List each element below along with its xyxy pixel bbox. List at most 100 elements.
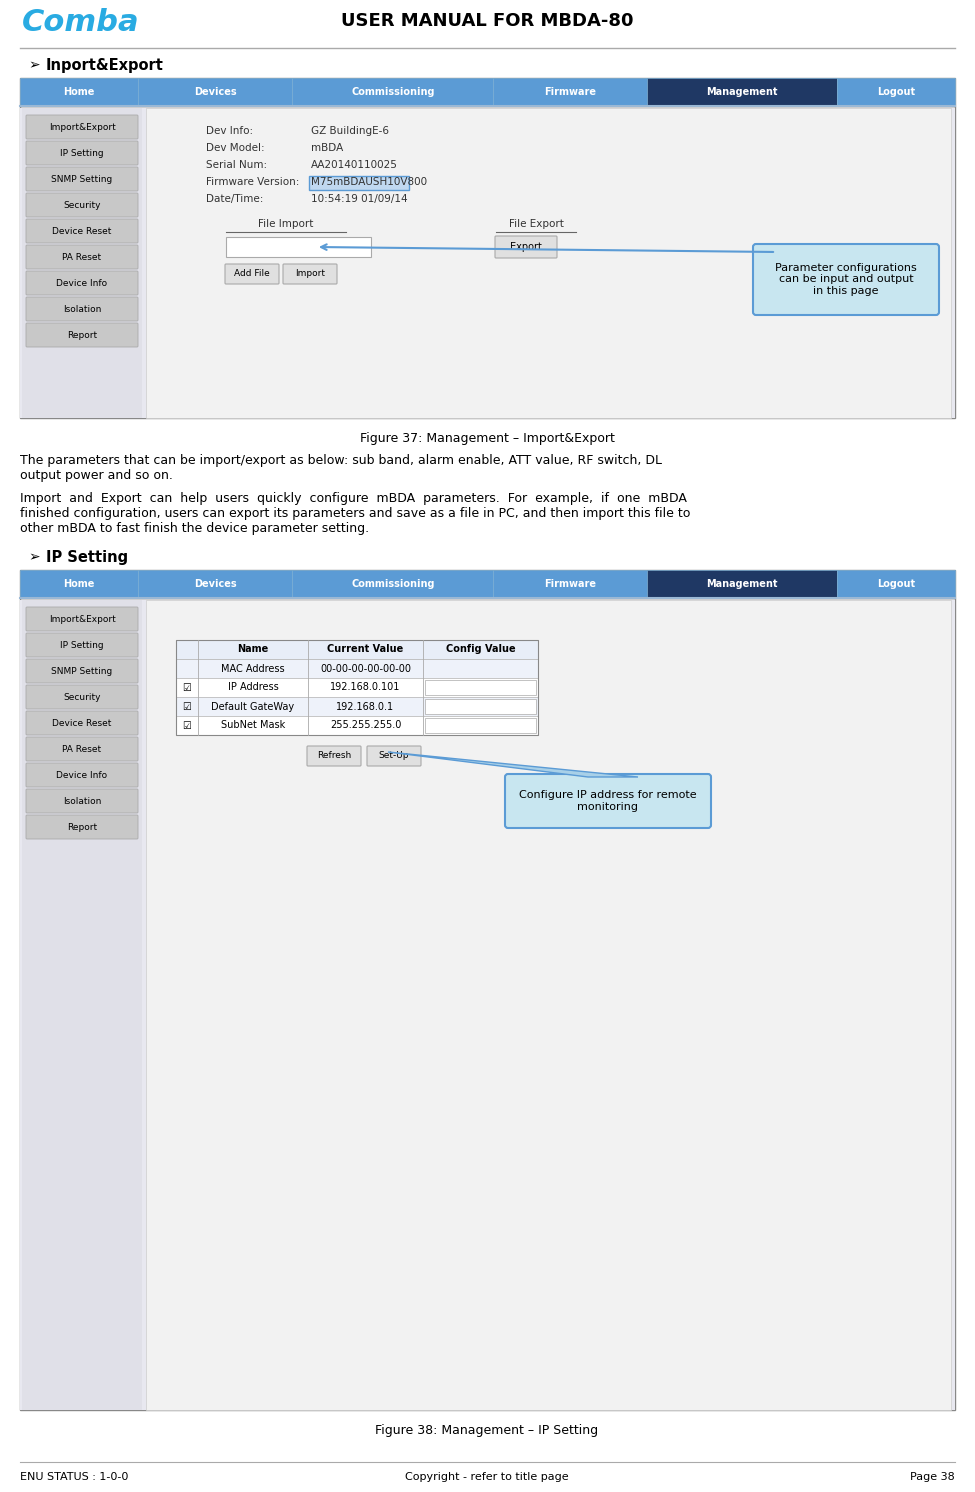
- FancyBboxPatch shape: [425, 718, 536, 733]
- Text: File Export: File Export: [509, 219, 564, 228]
- Text: Set-Up: Set-Up: [378, 752, 410, 761]
- Text: Devices: Devices: [194, 87, 237, 97]
- Text: Isolation: Isolation: [62, 797, 101, 806]
- FancyBboxPatch shape: [26, 659, 138, 683]
- Text: Refresh: Refresh: [317, 752, 351, 761]
- FancyBboxPatch shape: [22, 107, 142, 418]
- Text: Device Info: Device Info: [57, 770, 107, 779]
- FancyBboxPatch shape: [26, 762, 138, 786]
- Text: mBDA: mBDA: [311, 143, 343, 154]
- Text: ☑: ☑: [182, 701, 191, 712]
- Text: ➢: ➢: [28, 551, 40, 564]
- Text: Devices: Devices: [194, 579, 237, 589]
- FancyBboxPatch shape: [26, 737, 138, 761]
- Text: Figure 38: Management – IP Setting: Figure 38: Management – IP Setting: [375, 1423, 599, 1437]
- FancyBboxPatch shape: [837, 78, 955, 106]
- FancyBboxPatch shape: [493, 78, 647, 106]
- Text: GZ BuildingE-6: GZ BuildingE-6: [311, 125, 389, 136]
- Text: Report: Report: [67, 331, 98, 340]
- Text: Report: Report: [67, 822, 98, 831]
- Text: Name: Name: [237, 645, 269, 655]
- Text: Home: Home: [63, 87, 95, 97]
- FancyBboxPatch shape: [26, 115, 138, 139]
- Text: Config Value: Config Value: [446, 645, 516, 655]
- Text: Logout: Logout: [877, 579, 915, 589]
- Text: Logout: Logout: [877, 87, 915, 97]
- FancyBboxPatch shape: [837, 570, 955, 598]
- Text: 10:54:19 01/09/14: 10:54:19 01/09/14: [311, 194, 408, 204]
- FancyBboxPatch shape: [20, 107, 955, 418]
- Text: Import&Export: Import&Export: [49, 615, 115, 624]
- FancyBboxPatch shape: [425, 698, 536, 715]
- FancyBboxPatch shape: [26, 815, 138, 839]
- Text: Configure IP address for remote
monitoring: Configure IP address for remote monitori…: [519, 791, 697, 812]
- FancyBboxPatch shape: [226, 237, 371, 257]
- Text: ➢: ➢: [28, 58, 40, 72]
- FancyBboxPatch shape: [20, 570, 955, 1410]
- FancyBboxPatch shape: [26, 633, 138, 656]
- FancyBboxPatch shape: [146, 107, 951, 418]
- Text: File Import: File Import: [258, 219, 314, 228]
- Text: Commissioning: Commissioning: [351, 579, 435, 589]
- Text: Dev Model:: Dev Model:: [206, 143, 264, 154]
- FancyBboxPatch shape: [647, 570, 837, 598]
- Text: Inport&Export: Inport&Export: [46, 58, 164, 73]
- Text: M75mBDAUSH10V800: M75mBDAUSH10V800: [311, 178, 427, 186]
- Text: IP Address: IP Address: [227, 682, 279, 692]
- Text: IP Setting: IP Setting: [60, 640, 103, 649]
- FancyBboxPatch shape: [26, 167, 138, 191]
- Text: Date/Time:: Date/Time:: [206, 194, 263, 204]
- FancyBboxPatch shape: [283, 264, 337, 283]
- FancyBboxPatch shape: [146, 600, 951, 1410]
- FancyBboxPatch shape: [26, 297, 138, 321]
- Text: Management: Management: [706, 579, 778, 589]
- Text: Device Info: Device Info: [57, 279, 107, 288]
- FancyBboxPatch shape: [176, 640, 538, 659]
- Text: Import&Export: Import&Export: [49, 122, 115, 131]
- Text: Home: Home: [63, 579, 95, 589]
- FancyBboxPatch shape: [425, 680, 536, 695]
- Text: Comba: Comba: [22, 7, 139, 37]
- Text: AA20140110025: AA20140110025: [311, 160, 398, 170]
- Text: Current Value: Current Value: [328, 645, 404, 655]
- Polygon shape: [388, 752, 638, 777]
- FancyBboxPatch shape: [309, 176, 409, 189]
- Text: Dev Info:: Dev Info:: [206, 125, 254, 136]
- Text: Serial Num:: Serial Num:: [206, 160, 267, 170]
- Text: Security: Security: [63, 692, 100, 701]
- FancyBboxPatch shape: [138, 570, 292, 598]
- Text: PA Reset: PA Reset: [62, 745, 101, 753]
- FancyBboxPatch shape: [26, 272, 138, 295]
- FancyBboxPatch shape: [26, 322, 138, 348]
- Text: Export: Export: [510, 242, 542, 252]
- Text: Parameter configurations
can be input and output
in this page: Parameter configurations can be input an…: [775, 263, 916, 295]
- Text: Firmware Version:: Firmware Version:: [206, 178, 299, 186]
- FancyBboxPatch shape: [176, 697, 538, 716]
- FancyBboxPatch shape: [292, 570, 493, 598]
- Text: Firmware: Firmware: [544, 579, 597, 589]
- Text: ENU STATUS : 1-0-0: ENU STATUS : 1-0-0: [20, 1473, 129, 1482]
- FancyBboxPatch shape: [367, 746, 421, 765]
- Text: ☑: ☑: [182, 721, 191, 731]
- Text: Management: Management: [706, 87, 778, 97]
- FancyBboxPatch shape: [505, 774, 711, 828]
- FancyBboxPatch shape: [26, 607, 138, 631]
- Text: Firmware: Firmware: [544, 87, 597, 97]
- FancyBboxPatch shape: [26, 142, 138, 166]
- Text: Device Reset: Device Reset: [53, 719, 112, 728]
- Text: SNMP Setting: SNMP Setting: [52, 667, 113, 676]
- FancyBboxPatch shape: [20, 78, 138, 106]
- Text: 192.168.0.1: 192.168.0.1: [336, 701, 395, 712]
- Text: Device Reset: Device Reset: [53, 227, 112, 236]
- Text: Default GateWay: Default GateWay: [212, 701, 294, 712]
- FancyBboxPatch shape: [292, 78, 493, 106]
- FancyBboxPatch shape: [307, 746, 361, 765]
- FancyBboxPatch shape: [647, 78, 837, 106]
- FancyBboxPatch shape: [20, 600, 955, 1410]
- Text: 255.255.255.0: 255.255.255.0: [330, 721, 401, 731]
- FancyBboxPatch shape: [26, 245, 138, 269]
- FancyBboxPatch shape: [225, 264, 279, 283]
- Text: Import: Import: [295, 270, 325, 279]
- FancyBboxPatch shape: [26, 685, 138, 709]
- Text: 00-00-00-00-00-00: 00-00-00-00-00-00: [320, 664, 411, 673]
